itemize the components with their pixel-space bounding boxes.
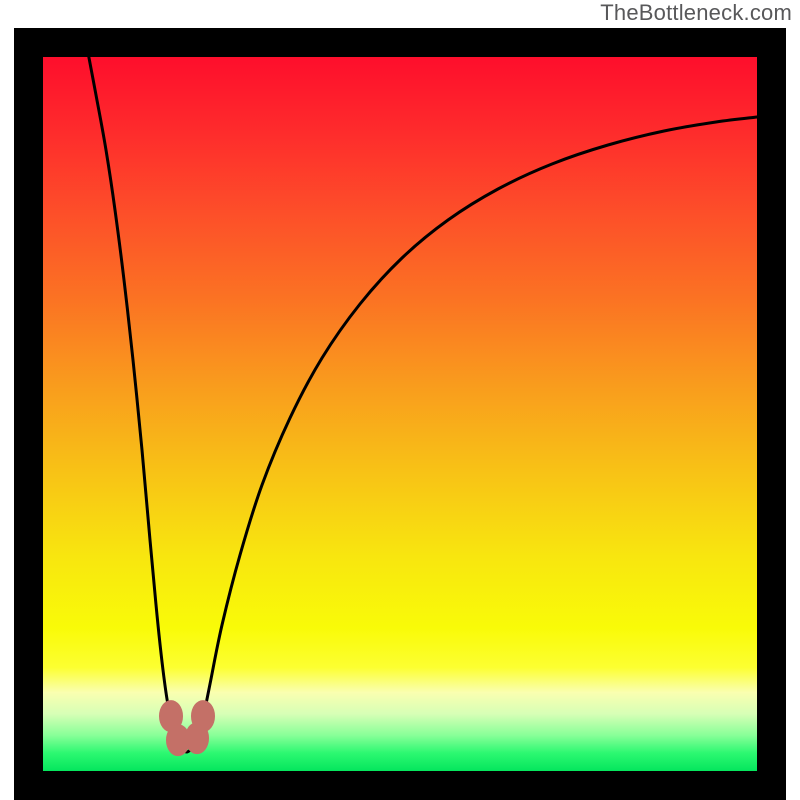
valley-marker-3 [191, 700, 215, 732]
bottleneck-chart-root: { "attribution": { "text": "TheBottlenec… [0, 0, 800, 800]
bottleneck-curve [0, 0, 800, 800]
